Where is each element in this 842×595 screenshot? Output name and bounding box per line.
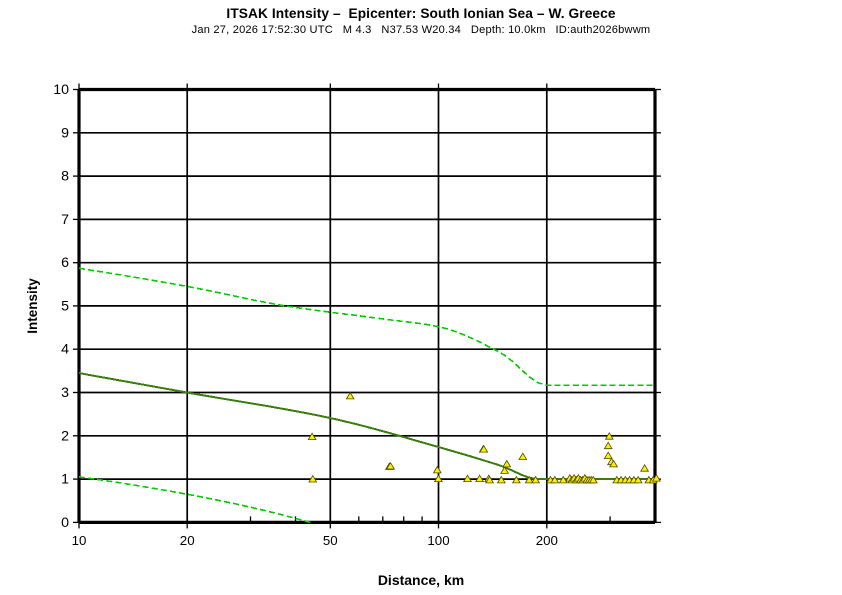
svg-text:7: 7 xyxy=(61,212,69,228)
svg-text:2: 2 xyxy=(61,428,69,444)
svg-text:8: 8 xyxy=(61,169,69,185)
svg-text:1: 1 xyxy=(61,472,69,488)
svg-text:3: 3 xyxy=(61,385,69,401)
svg-text:0: 0 xyxy=(61,515,69,531)
svg-text:4: 4 xyxy=(61,342,69,358)
svg-text:100: 100 xyxy=(427,533,449,548)
svg-text:9: 9 xyxy=(61,125,69,141)
svg-text:20: 20 xyxy=(180,533,195,548)
svg-text:200: 200 xyxy=(536,533,558,548)
svg-text:6: 6 xyxy=(61,255,69,271)
svg-text:10: 10 xyxy=(53,82,69,98)
svg-text:10: 10 xyxy=(72,533,87,548)
svg-text:50: 50 xyxy=(323,533,338,548)
svg-text:5: 5 xyxy=(61,298,69,314)
